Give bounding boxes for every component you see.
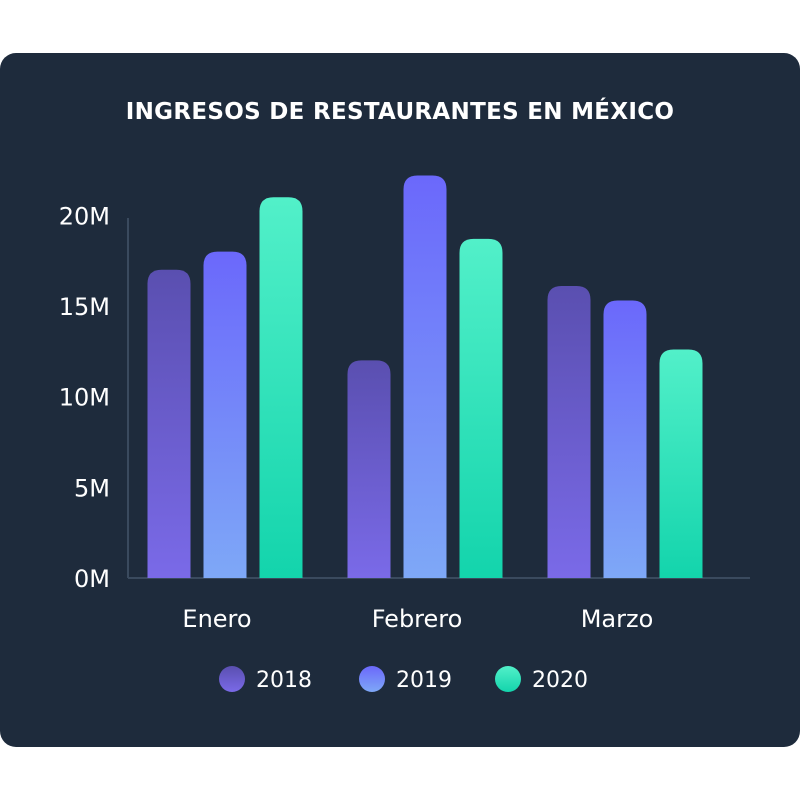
y-tick-labels: 0M 5M 10M 15M 20M — [59, 202, 110, 593]
category-label: Marzo — [581, 605, 654, 633]
y-tick-label: 5M — [74, 474, 110, 502]
bar-febrero-2019 — [403, 175, 447, 578]
category-label: Febrero — [372, 605, 463, 633]
legend: 2018 2019 2020 — [219, 666, 588, 693]
bar-enero-2020 — [259, 197, 303, 578]
y-tick-label: 0M — [74, 565, 110, 593]
bars — [147, 175, 703, 578]
y-tick-label: 20M — [59, 202, 110, 230]
legend-label-2020: 2020 — [532, 668, 588, 693]
legend-label-2019: 2019 — [396, 668, 452, 693]
bar-enero-2019 — [203, 251, 247, 578]
bar-febrero-2018 — [347, 360, 391, 578]
legend-swatch-2018 — [219, 666, 245, 692]
legend-label-2018: 2018 — [256, 668, 312, 693]
category-label: Enero — [182, 605, 251, 633]
bar-marzo-2020 — [659, 349, 703, 578]
bar-marzo-2018 — [547, 286, 591, 578]
legend-swatch-2020 — [495, 666, 521, 692]
category-labels: Enero Febrero Marzo — [182, 605, 653, 633]
bar-marzo-2019 — [603, 300, 647, 578]
y-tick-label: 15M — [59, 293, 110, 321]
y-tick-label: 10M — [59, 384, 110, 412]
bar-febrero-2020 — [459, 238, 503, 578]
bar-enero-2018 — [147, 269, 191, 578]
chart-title: INGRESOS DE RESTAURANTES EN MÉXICO — [125, 99, 675, 125]
legend-swatch-2019 — [359, 666, 385, 692]
